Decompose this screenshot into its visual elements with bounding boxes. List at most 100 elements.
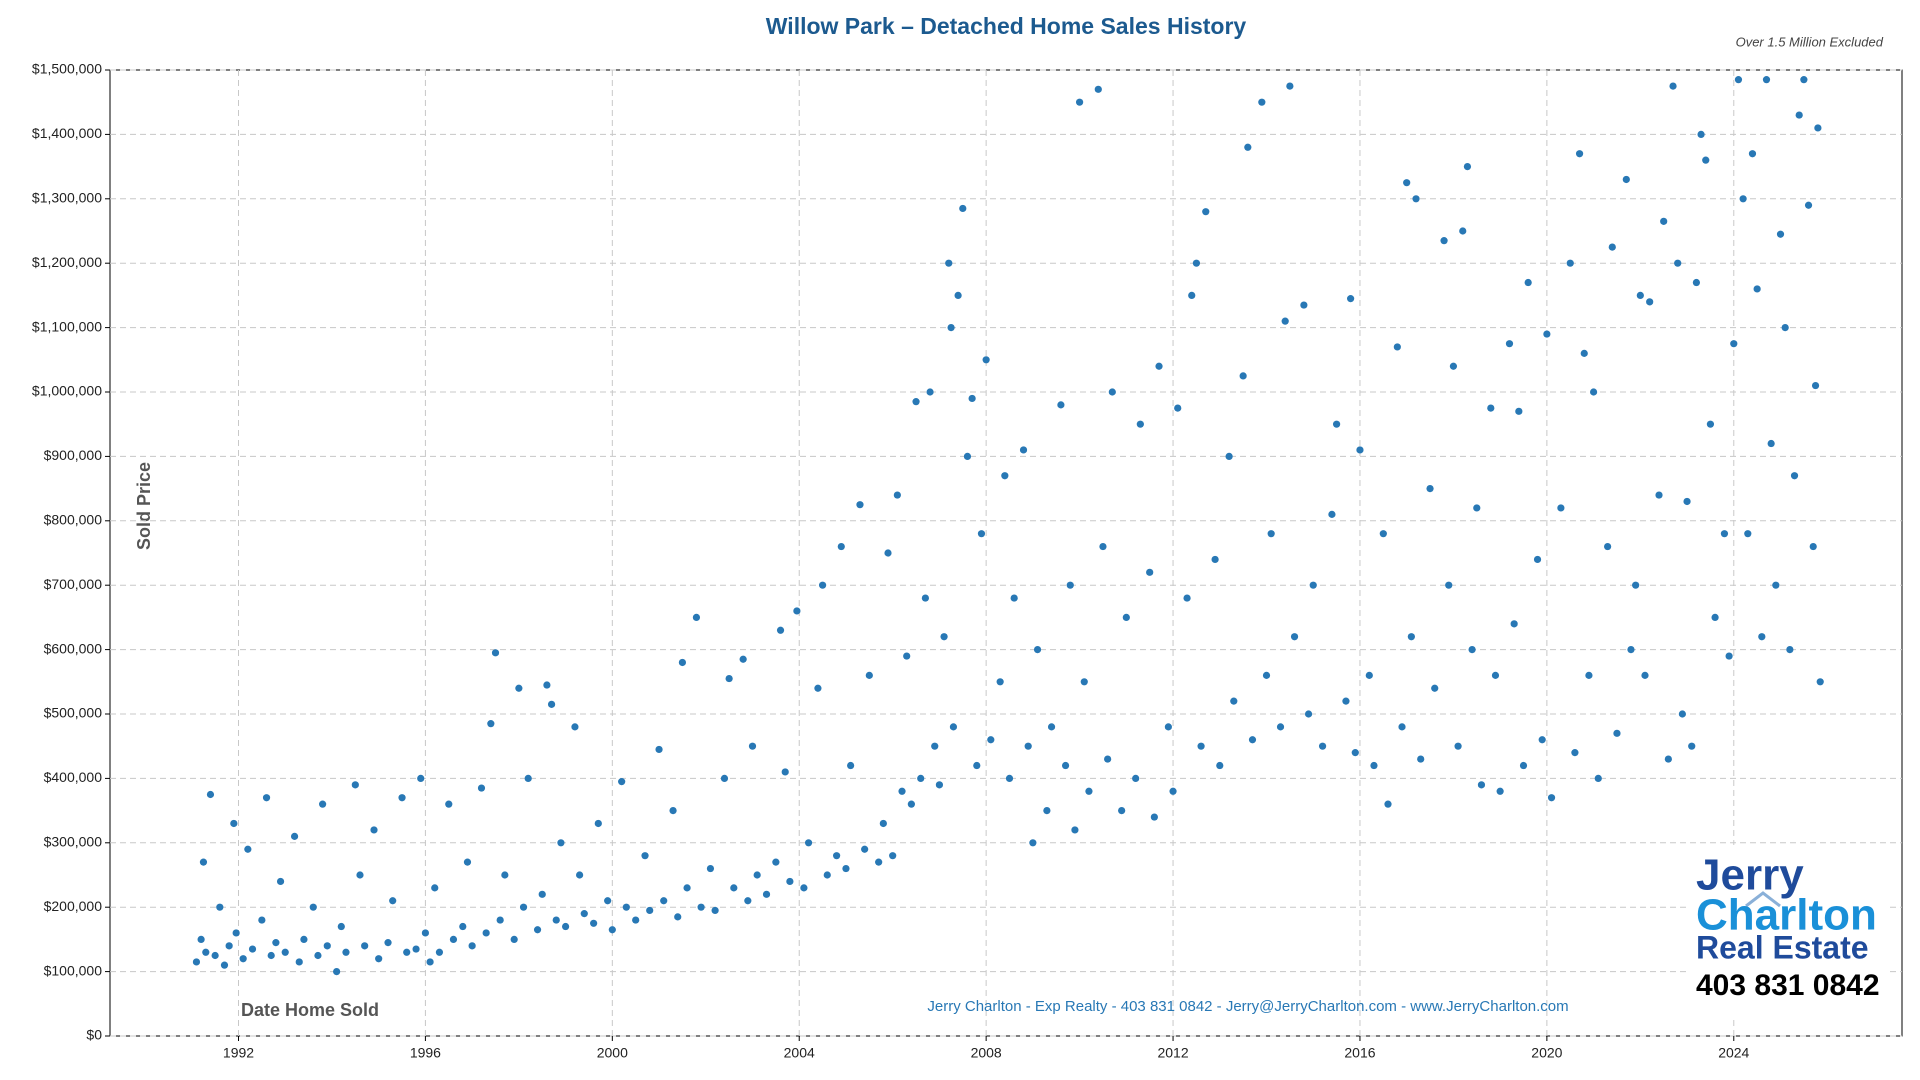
point (1811, 381, 1820, 390)
x-tick-label: 2016 (1344, 1045, 1375, 1061)
chart-title: Willow Park – Detached Home Sales Histor… (766, 13, 1247, 39)
point (1748, 150, 1757, 158)
point (590, 919, 598, 927)
point (281, 948, 289, 956)
point (571, 723, 579, 731)
point (1043, 807, 1051, 815)
point (290, 832, 299, 840)
point (1739, 195, 1747, 203)
x-tick-label: 2020 (1531, 1045, 1562, 1061)
point (258, 916, 266, 924)
point (977, 530, 986, 538)
y-tick-label: $600,000 (44, 640, 103, 656)
point (730, 884, 738, 892)
point (1678, 710, 1686, 718)
point (417, 774, 425, 783)
point (907, 800, 915, 808)
point (510, 935, 518, 944)
point (692, 613, 701, 622)
point (594, 819, 602, 828)
point (622, 903, 630, 911)
point (1075, 98, 1084, 106)
point (262, 794, 271, 802)
point (1594, 774, 1602, 783)
point (482, 929, 490, 937)
point (459, 922, 467, 931)
point (337, 922, 345, 931)
point (1510, 620, 1518, 628)
point (1146, 568, 1154, 576)
point (772, 858, 780, 866)
point (1767, 439, 1775, 448)
points (192, 76, 1824, 976)
point (1580, 349, 1588, 357)
point (232, 929, 240, 937)
point (1632, 581, 1640, 589)
point (1585, 671, 1593, 679)
point (861, 845, 869, 853)
point (776, 626, 785, 634)
point (1230, 697, 1238, 705)
y-tick-label: $1,100,000 (32, 318, 102, 334)
point (403, 948, 411, 956)
point (1024, 742, 1032, 750)
point (1094, 85, 1102, 93)
point (1664, 755, 1672, 763)
point (1304, 710, 1313, 718)
point (926, 388, 934, 396)
point (1491, 671, 1500, 679)
point (1744, 530, 1752, 538)
point (445, 800, 453, 808)
point (1211, 555, 1219, 564)
point (1384, 800, 1392, 808)
point (1393, 343, 1401, 351)
point (632, 916, 640, 924)
point (1258, 98, 1266, 106)
plot-frame (109, 69, 1903, 1037)
point (1674, 259, 1682, 267)
point (1809, 542, 1817, 551)
point (370, 826, 378, 834)
point (421, 929, 430, 937)
point (669, 807, 677, 815)
point (1332, 420, 1341, 428)
point (1477, 781, 1486, 789)
point (641, 852, 649, 860)
point (431, 884, 439, 892)
point (426, 958, 434, 966)
point (199, 858, 208, 866)
x-tick-label: 2008 (971, 1045, 1002, 1061)
point (1683, 497, 1691, 506)
point (697, 903, 705, 911)
point (814, 684, 822, 692)
point (1795, 111, 1803, 119)
point (561, 922, 570, 931)
y-axis-label: Sold Price (134, 462, 154, 550)
y-tick-label: $1,000,000 (32, 383, 102, 399)
point (1660, 217, 1668, 225)
point (216, 903, 224, 911)
point (202, 948, 210, 956)
point (211, 951, 219, 960)
point (1169, 787, 1177, 795)
point (1734, 76, 1743, 84)
point (804, 839, 813, 847)
point (519, 903, 528, 911)
point (954, 291, 962, 299)
point (1505, 340, 1514, 348)
point (1776, 230, 1785, 238)
x-tick-label: 1992 (223, 1045, 254, 1061)
point (487, 720, 495, 728)
point (375, 955, 383, 963)
point (1225, 452, 1233, 460)
point (295, 958, 303, 966)
point (1099, 542, 1107, 551)
y-tick-label: $900,000 (44, 447, 103, 463)
point (1692, 278, 1700, 287)
point (912, 398, 920, 406)
point (524, 774, 532, 783)
x-axis-label: Date Home Sold (241, 1000, 379, 1020)
point (309, 903, 317, 911)
point (1300, 301, 1308, 309)
